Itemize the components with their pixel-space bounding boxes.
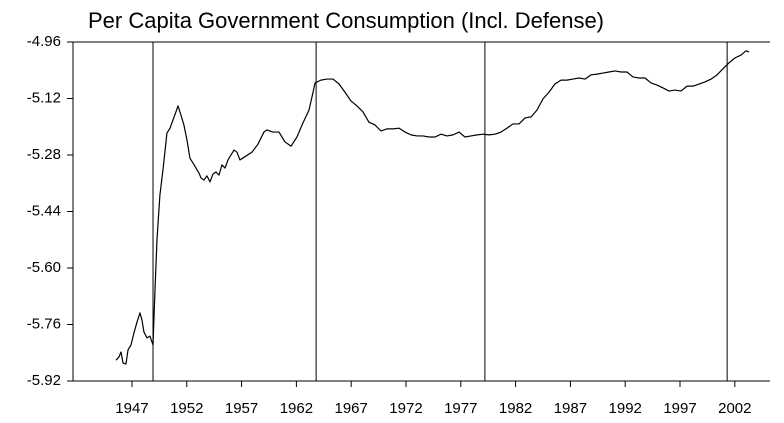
chart-title: Per Capita Government Consumption (Incl.… [88,8,604,33]
y-tick-label: -5.92 [27,372,61,389]
y-tick-label: -5.76 [27,315,61,332]
x-tick-label: 1967 [334,400,367,417]
x-tick-label: 1977 [444,400,477,417]
x-tick-label: 1957 [225,400,258,417]
x-tick-label: 1982 [499,400,532,417]
y-tick-label: -4.96 [27,33,61,50]
y-tick-label: -5.44 [27,202,61,219]
y-tick-label: -5.12 [27,89,61,106]
x-tick-label: 1997 [663,400,696,417]
y-tick-label: -5.28 [27,146,61,163]
x-tick-label: 1952 [170,400,203,417]
x-tick-label: 1947 [115,400,148,417]
y-tick-label: -5.60 [27,259,61,276]
x-tick-label: 1992 [609,400,642,417]
x-tick-label: 1962 [280,400,313,417]
x-tick-label: 2002 [718,400,751,417]
x-tick-label: 1972 [389,400,422,417]
data-line [115,50,750,365]
x-tick-label: 1987 [554,400,587,417]
